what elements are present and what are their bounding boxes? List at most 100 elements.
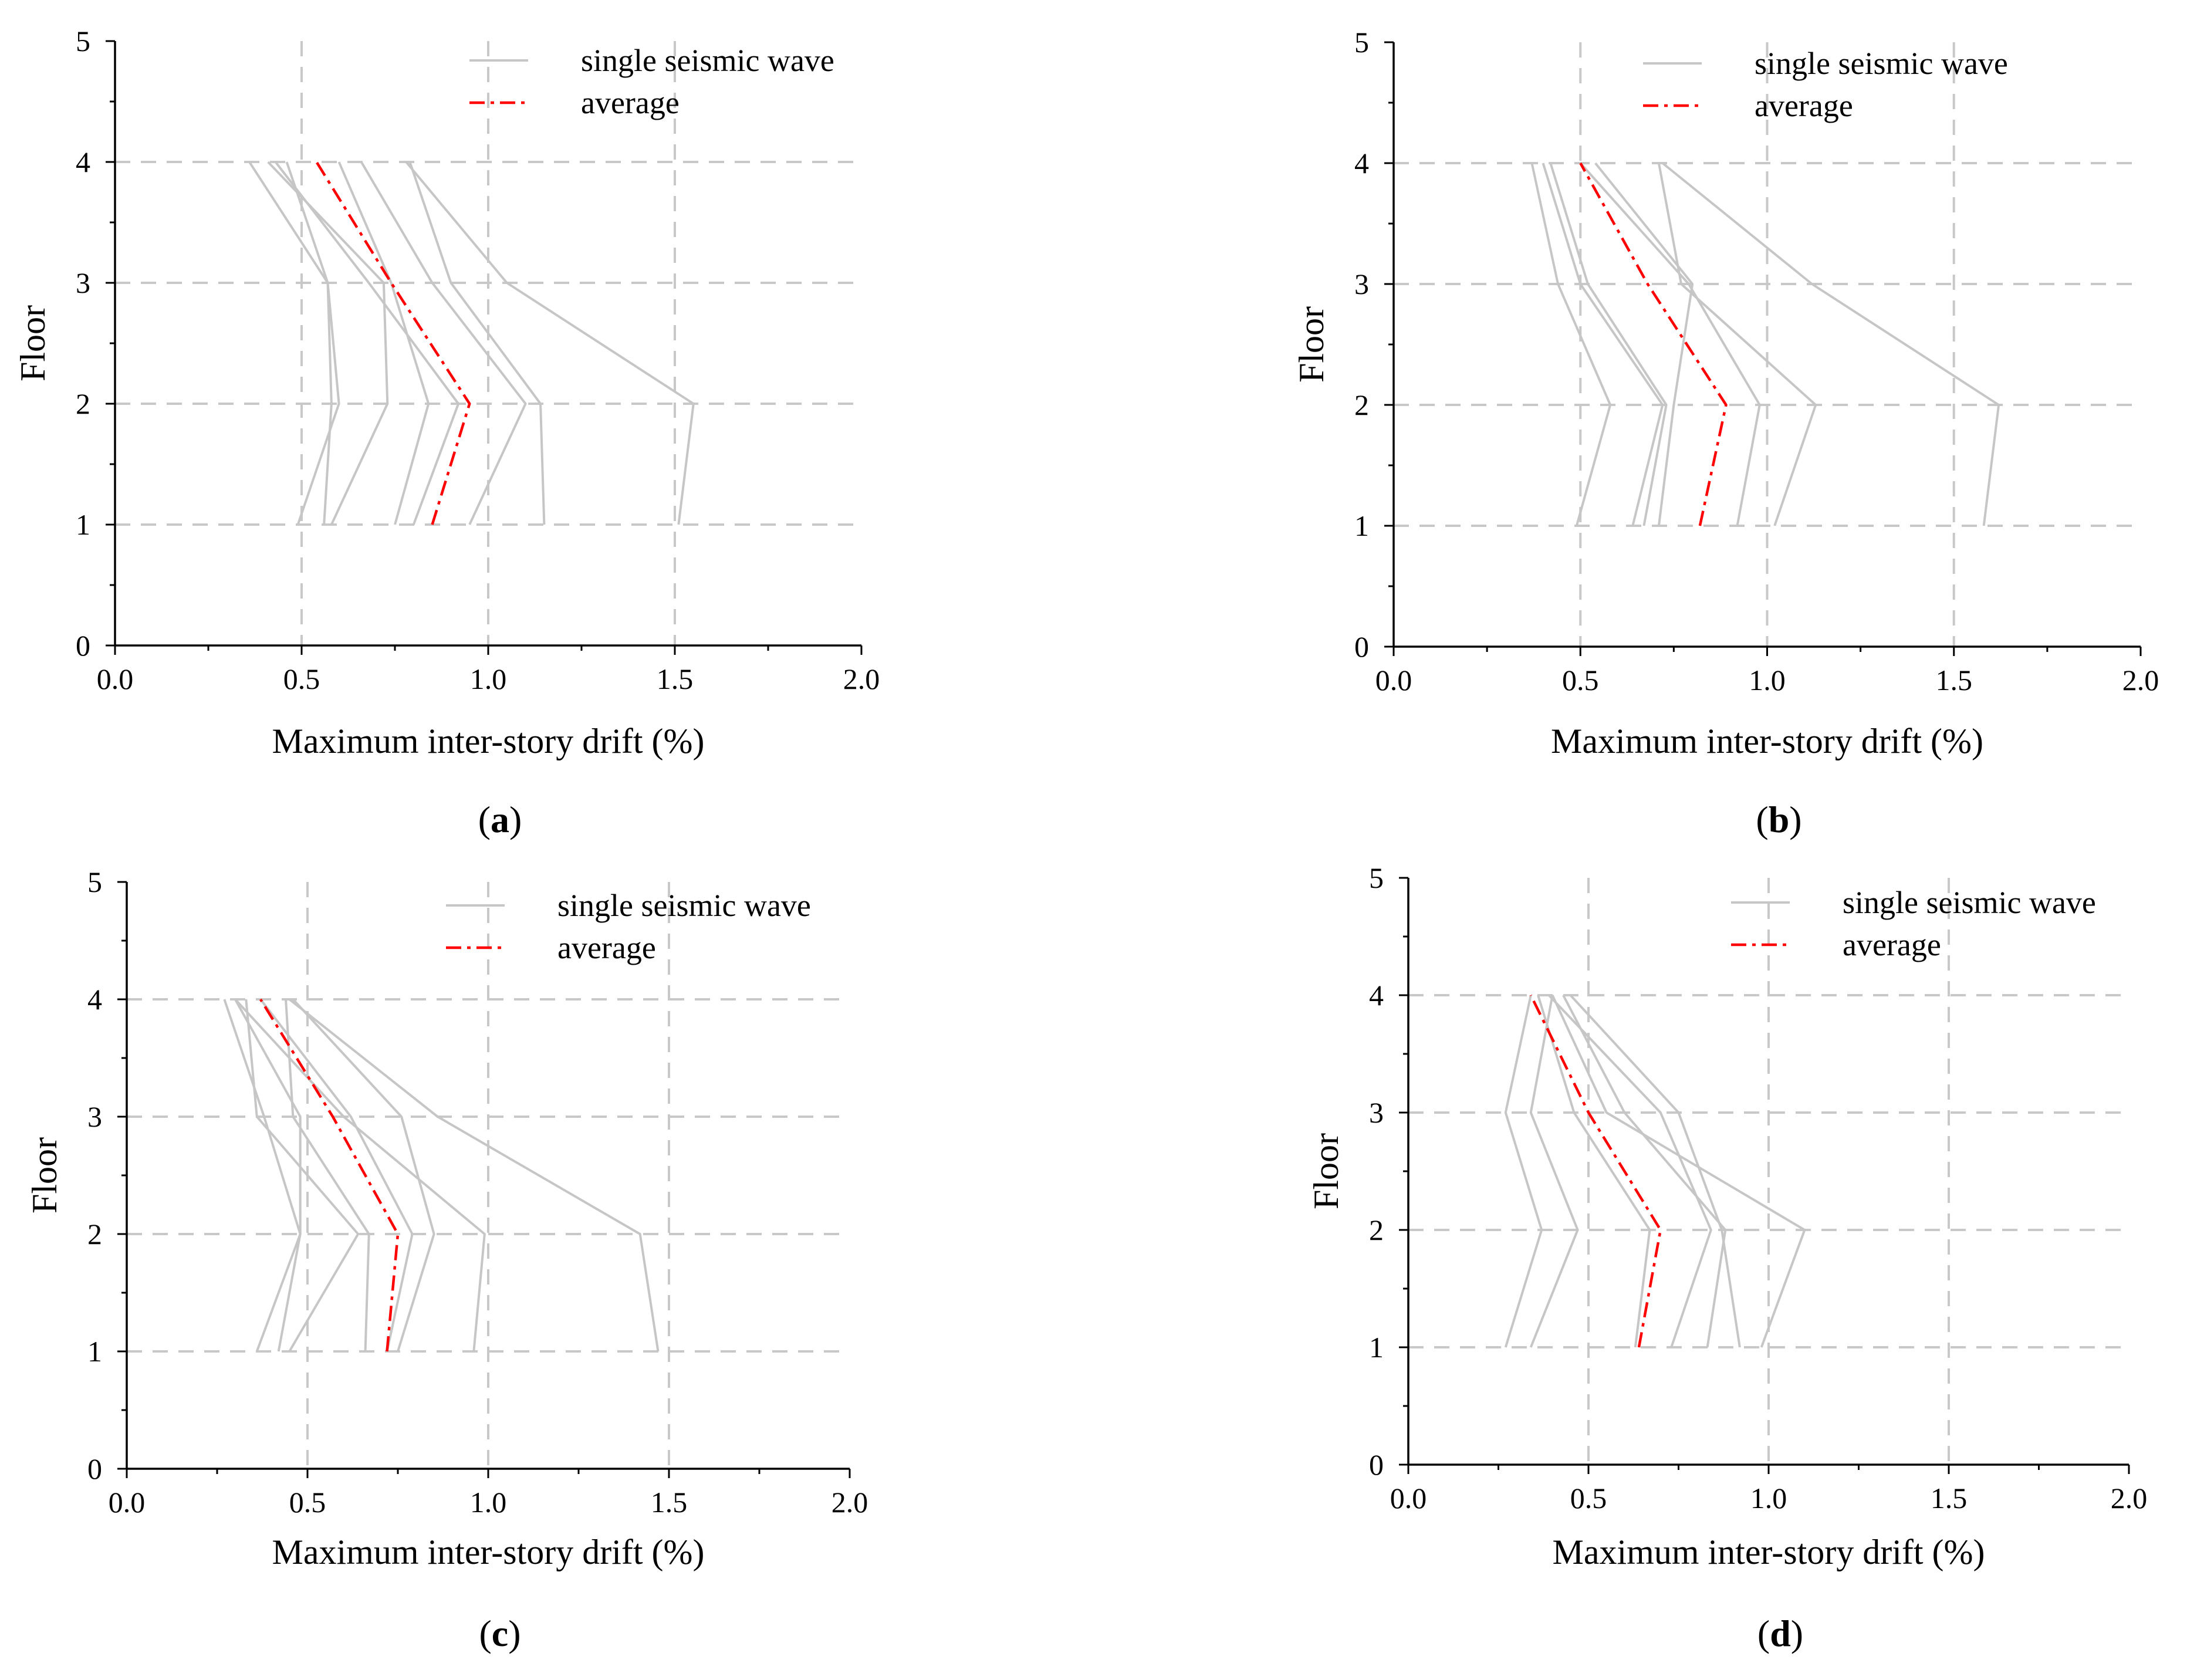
x-tick-label: 1.5 <box>1931 1482 1968 1515</box>
panel-caption: (b) <box>1756 799 1801 840</box>
single-wave-series-line <box>1549 163 1668 526</box>
x-tick-label: 1.5 <box>651 1486 688 1519</box>
single-wave-series-line <box>405 161 695 525</box>
single-wave-series-line <box>1529 995 1579 1348</box>
legend-single-label: single seismic wave <box>581 43 834 78</box>
x-tick-label: 2.0 <box>2111 1482 2148 1515</box>
single-wave-series-line <box>337 161 430 525</box>
single-wave-series-line <box>1594 162 1694 526</box>
x-tick-label: 0.0 <box>1390 1482 1427 1515</box>
y-tick-label: 1 <box>1354 509 1369 542</box>
average-series-line <box>315 161 471 525</box>
x-tick-label: 0.0 <box>109 1486 146 1519</box>
x-tick-label: 1.0 <box>1749 664 1786 697</box>
y-tick-label: 4 <box>1369 979 1384 1012</box>
single-wave-series-line <box>274 161 460 525</box>
caption-paren-open: ( <box>1756 799 1768 840</box>
single-wave-series-line <box>1579 162 1761 526</box>
x-tick-label: 1.5 <box>1936 664 1973 697</box>
x-tick-label: 0.5 <box>283 662 320 695</box>
y-tick-label: 2 <box>1354 388 1369 421</box>
y-tick-label: 0 <box>87 1452 102 1485</box>
y-tick-label: 5 <box>1354 26 1369 59</box>
y-tick-label: 4 <box>87 983 102 1016</box>
y-tick-label: 5 <box>1369 861 1384 894</box>
x-axis-label: Maximum inter-story drift (%) <box>1553 1533 1985 1571</box>
single-wave-series-line <box>234 998 486 1352</box>
single-wave-series-line <box>1662 162 2000 526</box>
legend-average-label: average <box>1843 927 1941 962</box>
single-wave-series-line <box>285 161 333 525</box>
chart-panel-b: 0.0 0.5 1.0 1.5 2.0 0 1 2 3 4 5 Maximum inter-story… <box>1292 26 2159 840</box>
average-series-line <box>1529 995 1662 1348</box>
y-tick-label: 2 <box>76 387 90 420</box>
x-tick-label: 1.0 <box>470 662 507 695</box>
legend: single seismic wave average <box>1643 46 2008 123</box>
x-tick-label: 1.5 <box>657 662 694 695</box>
x-tick-label: 2.0 <box>831 1486 868 1519</box>
x-tick-label: 2.0 <box>843 662 880 695</box>
single-wave-series-line <box>1542 163 1664 526</box>
y-tick-label: 3 <box>76 266 90 299</box>
x-tick-label: 0.0 <box>97 662 134 695</box>
single-wave-series-line <box>259 998 414 1352</box>
x-axis-label: Maximum inter-story drift (%) <box>1551 722 1983 760</box>
x-axis-label: Maximum inter-story drift (%) <box>272 722 705 760</box>
single-wave-series-line <box>1569 994 1741 1348</box>
single-wave-series-line <box>234 999 302 1352</box>
y-axis-label: Floor <box>13 305 52 381</box>
x-tick-label: 1.0 <box>1750 1482 1787 1515</box>
caption-paren-open: ( <box>1757 1613 1770 1654</box>
y-axis-label: Floor <box>1307 1133 1346 1209</box>
single-wave-series-line <box>1504 995 1543 1348</box>
single-wave-series-line <box>267 161 389 525</box>
legend-single-label: single seismic wave <box>1843 885 2096 920</box>
panel-caption: (d) <box>1757 1613 1803 1654</box>
y-tick-label: 5 <box>87 866 102 898</box>
caption-letter: c <box>492 1613 508 1654</box>
single-wave-series-line <box>1657 163 1817 526</box>
y-tick-label: 3 <box>1354 268 1369 300</box>
x-tick-label: 0.5 <box>1570 1482 1607 1515</box>
panel-caption: (c) <box>479 1613 520 1654</box>
caption-paren-open: ( <box>479 1613 491 1654</box>
y-tick-label: 3 <box>87 1100 102 1133</box>
legend: single seismic wave average <box>446 888 811 965</box>
single-wave-series-line <box>1551 995 1806 1348</box>
caption-letter: a <box>491 799 509 840</box>
y-tick-label: 1 <box>76 508 90 541</box>
single-wave-series-line <box>288 998 660 1352</box>
single-wave-series-line <box>245 999 360 1353</box>
chart-panel-d: 0.0 0.5 1.0 1.5 2.0 0 1 2 3 4 5 Maximum inter-story… <box>1307 861 2147 1654</box>
legend: single seismic wave average <box>469 43 834 120</box>
x-axis-label: Maximum inter-story drift (%) <box>272 1533 705 1571</box>
caption-paren-close: ) <box>509 799 522 840</box>
caption-paren-open: ( <box>478 799 491 840</box>
caption-paren-close: ) <box>1791 1613 1803 1654</box>
average-series-line <box>1579 162 1728 526</box>
y-axis-label: Floor <box>25 1137 64 1213</box>
single-wave-series-line <box>248 161 340 525</box>
x-tick-label: 0.0 <box>1375 664 1412 697</box>
average-series-line <box>259 998 400 1352</box>
single-wave-series-line <box>292 998 435 1352</box>
legend-average-label: average <box>581 85 680 120</box>
chart-panel-a: 0.0 0.5 1.0 1.5 2.0 0 1 2 3 4 5 Maximum inter-story… <box>13 25 880 840</box>
caption-paren-close: ) <box>1789 799 1801 840</box>
x-tick-label: 0.5 <box>289 1486 326 1519</box>
y-tick-label: 4 <box>1354 147 1369 180</box>
single-wave-series-line <box>223 999 302 1352</box>
chart-panel-c: 0.0 0.5 1.0 1.5 2.0 0 1 2 3 4 5 Maximum inter-story… <box>25 866 868 1654</box>
legend-single-label: single seismic wave <box>1755 46 2008 81</box>
y-tick-label: 5 <box>76 25 90 58</box>
y-tick-label: 2 <box>1369 1213 1384 1246</box>
legend-average-label: average <box>1755 88 1853 123</box>
x-tick-label: 1.0 <box>470 1486 507 1519</box>
y-tick-label: 1 <box>87 1335 102 1368</box>
caption-letter: b <box>1769 799 1790 840</box>
caption-letter: d <box>1770 1613 1791 1654</box>
single-wave-series-line <box>1562 995 1727 1348</box>
x-tick-label: 2.0 <box>2122 664 2159 697</box>
